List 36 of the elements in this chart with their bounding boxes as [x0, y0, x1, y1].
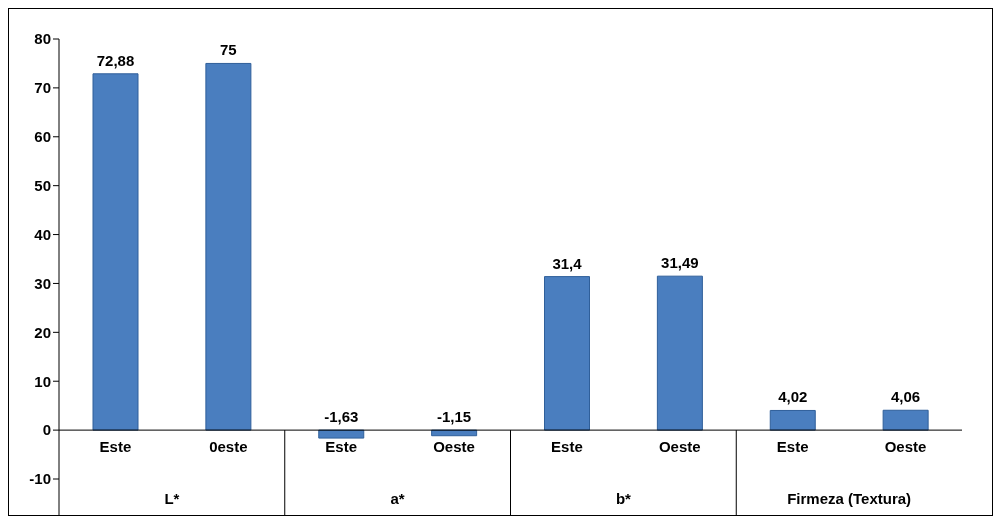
x-tick-label: 0este — [209, 438, 248, 456]
y-tick-label: 40 — [34, 225, 51, 243]
y-tick-label: 60 — [34, 128, 51, 146]
y-tick-label: 30 — [34, 274, 51, 292]
bar — [205, 62, 252, 431]
x-tick-label: Este — [99, 438, 132, 456]
data-label: 31,4 — [552, 254, 583, 272]
y-tick-label: 80 — [34, 30, 51, 48]
text: Firmeza (Textura) — [787, 490, 912, 507]
y-tick-label: 20 — [34, 323, 51, 341]
bar — [544, 276, 590, 431]
text: b* — [615, 490, 632, 507]
data-label: 4,06 — [891, 388, 921, 406]
x-tick-label: Oeste — [658, 438, 701, 456]
x-tick-label: Oeste — [433, 438, 475, 456]
y-tick-label: 10 — [34, 372, 51, 390]
bar — [882, 409, 929, 431]
x-tick-label: Este — [776, 438, 809, 456]
x-tick-label: Este — [551, 438, 583, 456]
data-label: 31,49 — [661, 254, 699, 272]
data-label: 72,88 — [96, 51, 135, 69]
bar — [92, 73, 139, 431]
x-tick-label: Este — [325, 438, 358, 456]
y-tick-label: 70 — [34, 79, 51, 97]
data-label: -1,15 — [437, 408, 472, 426]
y-tick-label: -10 — [29, 470, 51, 488]
bar — [769, 409, 816, 431]
data-label: 4,02 — [778, 388, 808, 406]
y-tick-label: 0 — [42, 421, 51, 439]
text: L* — [164, 490, 180, 507]
text: a* — [390, 490, 405, 507]
data-label: -1,63 — [324, 408, 359, 426]
data-label: 75 — [220, 41, 237, 59]
bar — [656, 275, 703, 431]
x-tick-label: Oeste — [884, 438, 927, 456]
y-tick-label: 50 — [34, 176, 51, 194]
